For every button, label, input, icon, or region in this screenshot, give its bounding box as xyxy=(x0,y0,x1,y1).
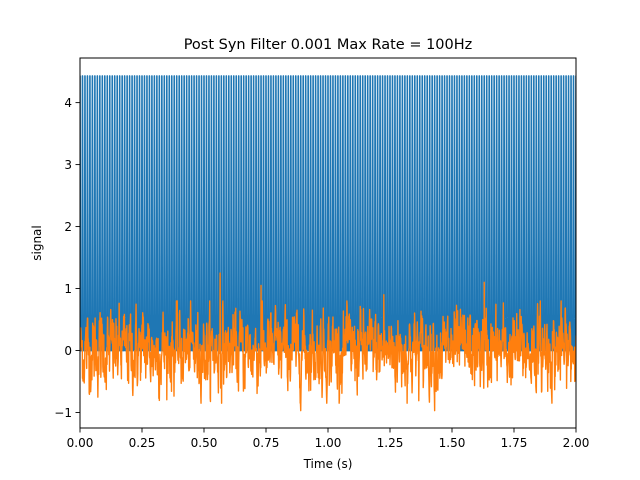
y-axis-label: signal xyxy=(30,225,44,261)
x-tick-label: 1.75 xyxy=(501,436,528,450)
series-layer xyxy=(80,75,576,412)
y-tick-label: −1 xyxy=(54,406,72,420)
chart-title: Post Syn Filter 0.001 Max Rate = 100Hz xyxy=(184,37,473,53)
plot-area-frame xyxy=(79,57,577,429)
axes-layer: 0.00 0.25 0.50 0.75 1.00 1.25 1.50 1.75 2.00 −1 0 1… xyxy=(54,96,589,450)
x-tick-label: 0.00 xyxy=(67,436,94,450)
x-tick-label: 1.00 xyxy=(315,436,342,450)
x-tick-label: 1.25 xyxy=(377,436,404,450)
x-tick-label: 0.50 xyxy=(191,436,218,450)
x-tick-label: 1.50 xyxy=(439,436,466,450)
x-tick-label: 0.25 xyxy=(129,436,156,450)
x-axis-label: Time (s) xyxy=(303,457,353,471)
x-tick-label: 2.00 xyxy=(563,436,590,450)
y-tick-label: 2 xyxy=(64,220,72,234)
series-line-spikes xyxy=(80,75,576,352)
y-tick-label: 3 xyxy=(64,158,72,172)
y-tick-label: 4 xyxy=(64,96,72,110)
x-tick-label: 0.75 xyxy=(253,436,280,450)
y-tick-label: 1 xyxy=(64,282,72,296)
y-tick-label: 0 xyxy=(64,344,72,358)
series-line-noise xyxy=(80,272,576,412)
